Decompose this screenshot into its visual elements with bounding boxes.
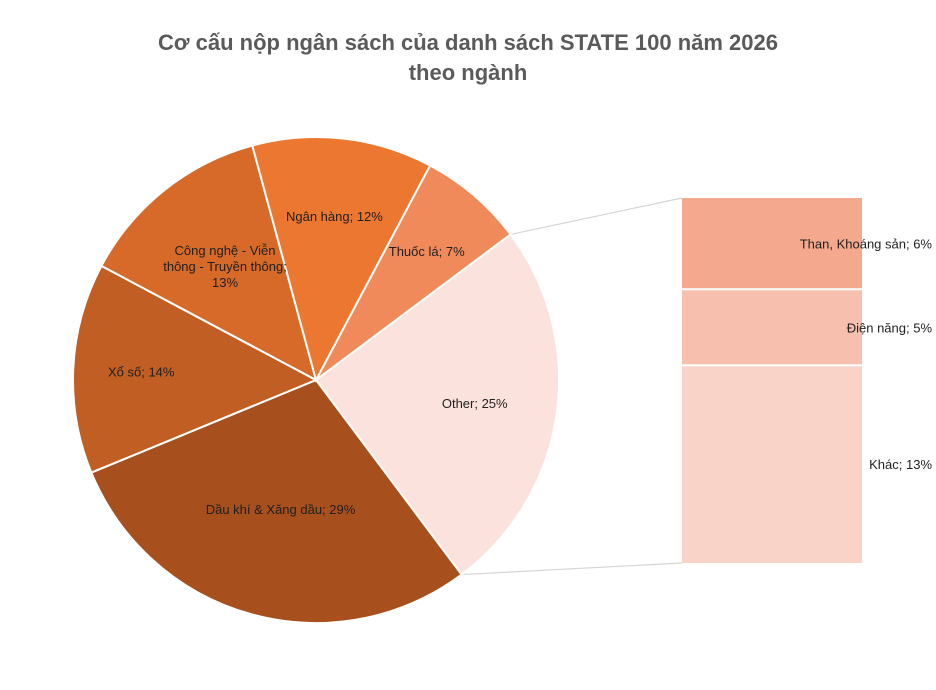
bar-segment-than-khoang-san bbox=[682, 198, 862, 289]
pie-label-ngan-hang-line: Ngân hàng; 12% bbox=[286, 209, 383, 224]
bar-label-khac: Khác; 13% bbox=[869, 457, 932, 472]
pie-slice-other bbox=[314, 233, 560, 576]
bar-segment-dien-nang bbox=[682, 290, 862, 365]
pie-label-cong-nghe-vien-thong-truyen-thong-line: thông - Truyền thông; bbox=[163, 259, 287, 274]
pie-label-xo-so-line: Xổ số; 14% bbox=[108, 364, 175, 379]
pie-label-thuoc-la-line: Thuốc lá; 7% bbox=[389, 244, 465, 259]
pie-label-other-line: Other; 25% bbox=[442, 396, 508, 411]
bar-label-dien-nang: Điện năng; 5% bbox=[847, 320, 933, 335]
pie-label-other: Other; 25% bbox=[442, 396, 508, 411]
connector-line-top bbox=[510, 197, 683, 236]
connector-line-bottom bbox=[461, 562, 683, 576]
pie-slice-cong-nghe-vien-thong-truyen-thong bbox=[100, 144, 318, 382]
bar-stack bbox=[682, 198, 862, 563]
pie-label-cong-nghe-vien-thong-truyen-thong-line: 13% bbox=[212, 275, 238, 290]
pie-label-dau-khi-xang-dau-line: Dầu khí & Xăng dầu; 29% bbox=[206, 502, 356, 517]
pie-slice-xo-so bbox=[72, 264, 319, 474]
data-labels: Thuốc lá; 7% Other; 25% Dầu khí & Xăng dầu… bbox=[108, 209, 932, 517]
pie-slices bbox=[72, 136, 560, 624]
pie-slice-dau-khi-xang-dau bbox=[90, 378, 463, 624]
chart-title: Cơ cấu nộp ngân sách của danh sách STATE… bbox=[0, 28, 936, 88]
pie-label-ngan-hang: Ngân hàng; 12% bbox=[286, 209, 383, 224]
pie-slice-thuoc-la bbox=[315, 164, 512, 381]
bar-label-than-khoang-san: Than, Khoáng sản; 6% bbox=[800, 237, 933, 252]
bar-segment-khac bbox=[682, 366, 862, 563]
chart-title-line-2: theo ngành bbox=[408, 60, 528, 85]
connector-lines bbox=[461, 197, 683, 576]
pie-label-cong-nghe-vien-thong-truyen-thong: Công nghệ - Viễn thông - Truyền thông; 13% bbox=[163, 243, 287, 290]
pie-label-thuoc-la: Thuốc lá; 7% bbox=[389, 244, 465, 259]
pie-label-xo-so: Xổ số; 14% bbox=[108, 364, 175, 379]
pie-label-cong-nghe-vien-thong-truyen-thong-line: Công nghệ - Viễn bbox=[175, 243, 276, 258]
chart-title-line-1: Cơ cấu nộp ngân sách của danh sách STATE… bbox=[157, 30, 779, 55]
pie-slice-ngan-hang bbox=[251, 136, 432, 383]
pie-label-dau-khi-xang-dau: Dầu khí & Xăng dầu; 29% bbox=[206, 502, 356, 517]
